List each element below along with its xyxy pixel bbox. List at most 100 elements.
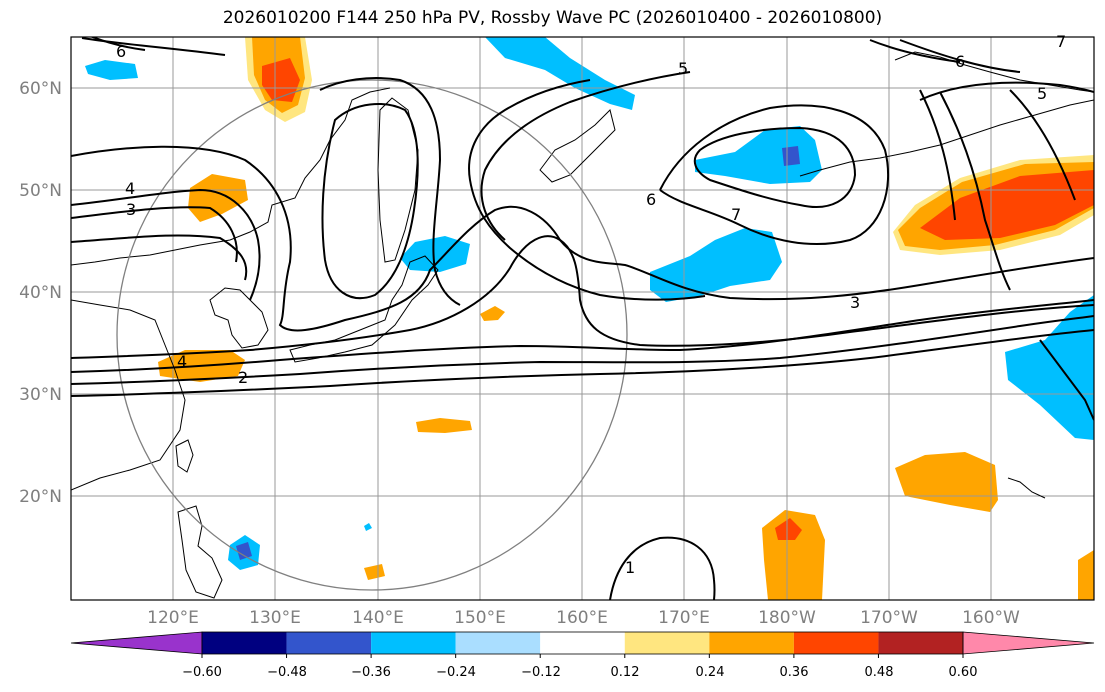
negative-anomaly-patch xyxy=(782,146,800,166)
contour-label: 6 xyxy=(116,42,126,61)
contour-label: 5 xyxy=(678,59,688,78)
contour-labels: 6 4 3 4 2 5 6 7 6 5 7 3 1 xyxy=(116,32,1066,577)
pv-contour-line xyxy=(1009,89,1076,201)
contour-label: 4 xyxy=(177,352,187,371)
lon-label: 150°E xyxy=(454,608,506,628)
negative-anomaly-patch xyxy=(695,126,822,184)
map-frame xyxy=(70,36,1095,601)
negative-anomaly-patch xyxy=(1005,295,1094,440)
positive-anomaly-patch xyxy=(775,518,802,540)
colorbar-tick-label: −0.48 xyxy=(267,665,307,680)
colorbar-bin xyxy=(624,632,710,654)
colorbar-tick-label: 0.12 xyxy=(611,665,640,680)
pv-contour-line xyxy=(659,104,890,246)
plot-title: 2026010200 F144 250 hPa PV, Rossby Wave … xyxy=(222,8,883,28)
contour-label: 6 xyxy=(646,190,656,209)
pv-contour-line xyxy=(71,315,1094,385)
pv-contour-line xyxy=(1039,339,1094,421)
negative-anomaly-patch xyxy=(485,37,635,110)
colorbar-bin xyxy=(540,632,625,654)
positive-anomaly-patch xyxy=(416,418,472,433)
coastline-alaska xyxy=(894,51,1094,93)
colorbar-bin xyxy=(286,632,372,654)
coastline-asia xyxy=(71,87,391,266)
lon-label: 130°E xyxy=(249,608,301,628)
pv-contour-line xyxy=(71,329,1094,397)
reference-circle xyxy=(116,79,628,591)
lon-label: 160°W xyxy=(962,608,1020,628)
colorbar-outline xyxy=(201,631,964,655)
contour-label: 3 xyxy=(850,293,860,312)
latitude-labels: 60°N 50°N 40°N 30°N 20°N xyxy=(19,79,62,507)
pv-contour-line xyxy=(693,126,857,208)
pv-contour-line xyxy=(71,145,1094,332)
lat-label: 50°N xyxy=(19,181,62,201)
contour-label: 7 xyxy=(1056,32,1066,51)
lon-label: 170°E xyxy=(658,608,710,628)
pv-contour-line xyxy=(321,103,419,300)
lon-label: 140°E xyxy=(352,608,404,628)
colorbar-tick-label: −0.60 xyxy=(182,665,222,680)
coastline-sakhalin xyxy=(377,97,419,263)
pv-contour-line xyxy=(71,188,261,301)
coastline-taiwan xyxy=(175,439,194,473)
longitude-labels: 120°E 130°E 140°E 150°E 160°E 170°E 180°… xyxy=(147,608,1020,628)
negative-anomaly-patch xyxy=(400,236,470,272)
pv-contour-line xyxy=(71,235,1094,359)
colorbar-extend-min xyxy=(70,631,203,655)
lat-label: 30°N xyxy=(19,385,62,405)
pv-contour-line xyxy=(919,89,956,221)
coastlines xyxy=(71,51,1094,599)
colorbar-tick-label: 0.36 xyxy=(780,665,809,680)
positive-anomaly-patch xyxy=(364,564,385,580)
lat-label: 60°N xyxy=(19,79,62,99)
pv-contour-line xyxy=(939,91,1011,291)
pv-contour-line xyxy=(89,37,146,51)
pv-contour-line xyxy=(609,536,716,600)
contour-label: 2 xyxy=(238,368,248,387)
positive-anomaly-patch xyxy=(262,58,300,102)
colorbar-tick-label: 0.60 xyxy=(949,665,978,680)
coastline-korea xyxy=(209,287,269,349)
pv-contour-line xyxy=(71,206,238,263)
colorbar-tick-label: −0.24 xyxy=(436,665,476,680)
positive-anomaly-patch xyxy=(920,170,1094,240)
coastline-philippines xyxy=(177,505,223,599)
contour-label: 1 xyxy=(625,558,635,577)
pv-contour-line xyxy=(899,39,1021,73)
pv-contour-line xyxy=(468,79,706,301)
negative-anomaly-patch xyxy=(650,228,782,302)
colorbar-extend-max xyxy=(962,631,1095,655)
negative-anomaly-patch xyxy=(85,60,138,80)
colorbar-bin xyxy=(371,632,456,654)
colorbar-tick-labels: −0.60 −0.48 −0.36 −0.24 −0.12 0.12 0.24 … xyxy=(182,665,977,680)
lat-label: 20°N xyxy=(19,487,62,507)
contour-label: 6 xyxy=(955,52,965,71)
positive-anomaly-patch xyxy=(480,306,505,321)
pv-contours xyxy=(71,37,1094,600)
pv-contour-line xyxy=(919,81,1094,101)
colorbar-tick-label: −0.36 xyxy=(351,665,391,680)
colorbar-bin xyxy=(793,632,879,654)
lon-label: 170°W xyxy=(860,608,918,628)
colorbar xyxy=(70,631,1095,658)
pv-contour-line xyxy=(869,39,961,63)
negative-anomaly-patch xyxy=(236,542,252,560)
coastline-kamchatka xyxy=(539,109,616,183)
colorbar-bin xyxy=(878,632,963,654)
pv-contour-line xyxy=(71,234,248,281)
pv-contour-line xyxy=(480,71,691,241)
colorbar-tick-label: 0.48 xyxy=(865,665,894,680)
positive-anomaly-patch xyxy=(1078,550,1094,600)
coastline-china xyxy=(71,299,186,491)
colorbar-bin xyxy=(709,632,794,654)
contour-label: 5 xyxy=(1037,84,1047,103)
lon-label: 120°E xyxy=(147,608,199,628)
colorbar-bin xyxy=(455,632,541,654)
lon-label: 180°W xyxy=(758,608,816,628)
contour-label: 3 xyxy=(126,200,136,219)
lon-label: 160°E xyxy=(556,608,608,628)
pv-contour-line xyxy=(81,37,226,56)
coastline-aleutians xyxy=(799,99,1094,177)
lat-label: 40°N xyxy=(19,283,62,303)
